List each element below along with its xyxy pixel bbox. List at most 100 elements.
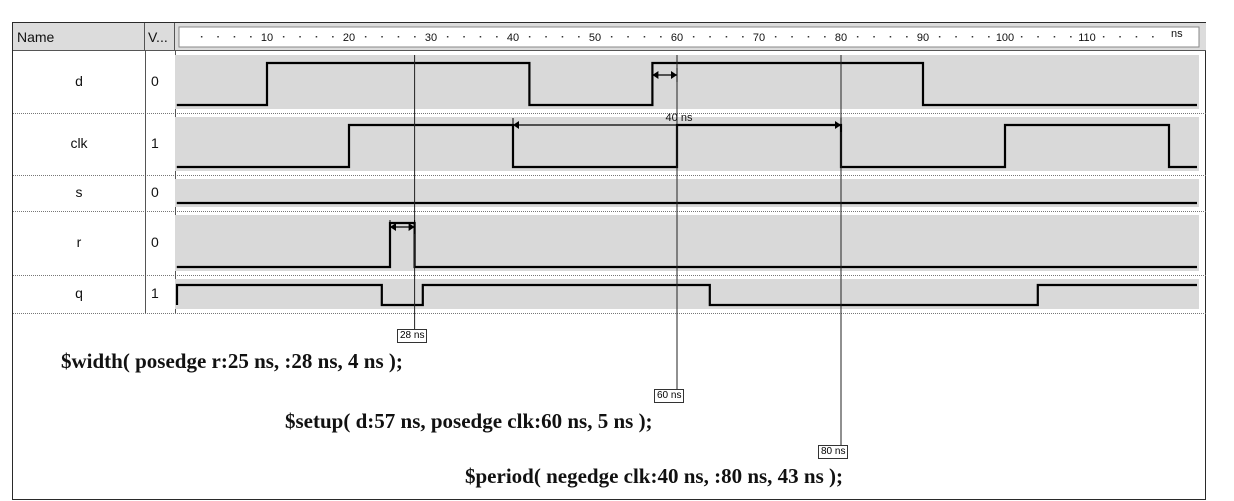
ruler-minor-tick	[692, 36, 695, 38]
ruler-minor-tick	[233, 36, 236, 38]
ruler-tick-label: 40	[507, 32, 519, 44]
cursor-28-label: 28 ns	[397, 329, 428, 343]
ruler-minor-tick	[463, 36, 465, 38]
ruler-minor-tick	[807, 36, 810, 38]
ruler-tick-label: 30	[425, 32, 437, 44]
ruler-minor-tick	[414, 36, 416, 38]
ruler-tick-label: 20	[343, 32, 355, 44]
ruler-minor-tick	[873, 36, 875, 38]
signal-value-s: 0	[151, 184, 159, 200]
ruler-strip	[178, 26, 1200, 48]
ruler-minor-tick	[397, 36, 400, 38]
waveform-d	[176, 61, 1197, 107]
time-unit-label: ns	[1171, 28, 1183, 40]
ruler-minor-tick	[725, 36, 728, 38]
ruler-tick-label: 80	[835, 32, 847, 44]
signal-name-r[interactable]: r	[76, 234, 82, 250]
signal-name-clk[interactable]: clk	[70, 135, 88, 151]
signal-name-d[interactable]: d	[75, 73, 83, 89]
signal-value-q: 1	[151, 285, 159, 301]
ruler-minor-tick	[332, 36, 334, 38]
signal-value-r: 0	[151, 234, 159, 250]
wave-background-q	[175, 279, 1199, 309]
ruler-minor-tick	[250, 36, 252, 38]
ruler-minor-tick	[627, 36, 629, 38]
ruler-tick-label: 90	[917, 32, 929, 44]
waveform-pane[interactable]: 40 ns	[175, 51, 1206, 471]
cursor-60-label: 60 ns	[654, 389, 685, 403]
ruler-tick-label: 60	[671, 32, 683, 44]
ruler-minor-tick	[446, 36, 449, 38]
ruler-tick-label: 100	[996, 32, 1014, 44]
ruler-minor-tick	[1119, 36, 1121, 38]
setup-check-text: $setup( d:57 ns, posedge clk:60 ns, 5 ns…	[285, 409, 653, 433]
width-measurement-arrow	[389, 220, 416, 234]
ruler-minor-tick	[774, 36, 777, 38]
ruler-minor-tick	[1020, 36, 1023, 38]
ruler-minor-tick	[217, 36, 219, 38]
value-column-header[interactable]: V...	[145, 23, 175, 51]
ruler-minor-tick	[282, 36, 285, 38]
waveform-q	[175, 283, 1197, 307]
name-column-separator	[145, 51, 146, 313]
ruler-minor-tick	[791, 36, 793, 38]
ruler-minor-tick	[1037, 36, 1039, 38]
ruler-minor-tick	[955, 36, 957, 38]
ruler-minor-tick	[528, 36, 531, 38]
ruler-minor-tick	[200, 36, 203, 38]
ruler-minor-tick	[742, 36, 744, 38]
ruler-minor-tick	[364, 36, 367, 38]
ruler-minor-tick	[971, 36, 974, 38]
ruler-minor-tick	[496, 36, 498, 38]
ruler-minor-tick	[938, 36, 941, 38]
ruler-minor-tick	[988, 36, 990, 38]
signal-name-s[interactable]: s	[75, 184, 83, 200]
row-divider	[13, 175, 1206, 177]
wave-background-r	[175, 215, 1199, 271]
ruler-minor-tick	[660, 36, 662, 38]
ruler-minor-tick	[906, 36, 908, 38]
cursor-80-label: 80 ns	[818, 445, 849, 459]
time-ruler[interactable]: 10 20 30 40 50 60 70 80 90 100 110 ns	[175, 23, 1206, 51]
ruler-tick-label: 50	[589, 32, 601, 44]
ruler-minor-tick	[1102, 36, 1105, 38]
ruler-minor-tick	[889, 36, 892, 38]
ruler-tick-label: 10	[261, 32, 273, 44]
period-measurement-label: 40 ns	[666, 112, 693, 124]
ruler-minor-tick	[1070, 36, 1072, 38]
period-check-text: $period( negedge clk:40 ns, :80 ns, 43 n…	[465, 464, 844, 488]
ruler-minor-tick	[824, 36, 826, 38]
row-divider	[13, 275, 1206, 277]
ruler-minor-tick	[578, 36, 580, 38]
name-column-label: Name	[17, 29, 55, 45]
row-divider	[13, 211, 1206, 213]
period-measurement-arrow	[512, 118, 842, 132]
ruler-minor-tick	[381, 36, 383, 38]
ruler-tick-label: 70	[753, 32, 765, 44]
signal-name-q[interactable]: q	[75, 285, 83, 301]
value-column-label: V...	[148, 29, 168, 45]
row-divider	[13, 113, 1206, 115]
setup-measurement-arrow	[651, 68, 678, 82]
signal-value-d: 0	[151, 73, 159, 89]
waveform-r	[176, 221, 1197, 269]
ruler-minor-tick	[709, 36, 711, 38]
ruler-minor-tick	[1152, 36, 1154, 38]
ruler-minor-tick	[610, 36, 613, 38]
ruler-minor-tick	[856, 36, 859, 38]
signal-value-clk: 1	[151, 135, 159, 151]
ruler-minor-tick	[1053, 36, 1056, 38]
ruler-minor-tick	[315, 36, 318, 38]
ruler-tick-label: 110	[1078, 32, 1096, 44]
row-divider	[13, 313, 1206, 315]
ruler-minor-tick	[299, 36, 301, 38]
ruler-minor-tick	[643, 36, 646, 38]
ruler-ticks: 10 20 30 40 50 60 70 80 90 100 110	[178, 26, 1200, 48]
name-column-header[interactable]: Name	[13, 23, 145, 51]
width-check-text: $width( posedge r:25 ns, :28 ns, 4 ns );	[61, 349, 403, 373]
ruler-minor-tick	[1135, 36, 1138, 38]
ruler-minor-tick	[479, 36, 482, 38]
ruler-minor-tick	[561, 36, 564, 38]
ruler-minor-tick	[545, 36, 547, 38]
